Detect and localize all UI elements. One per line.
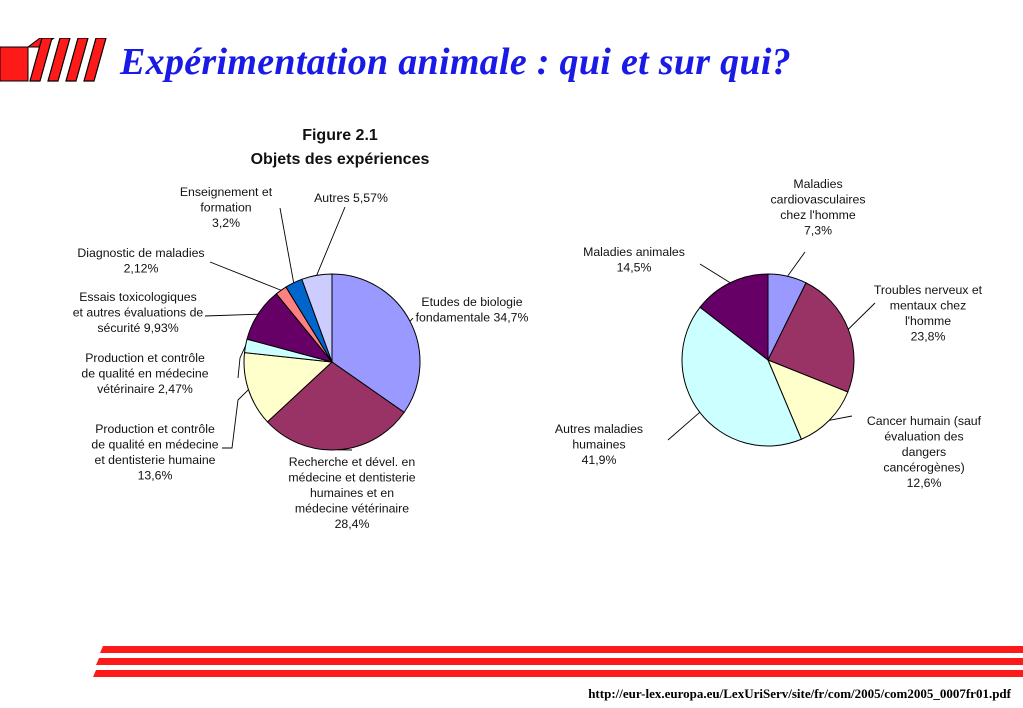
- pie-chart-maladies: Maladies cardiovasculaires chez l'homme 7,3…: [555, 177, 983, 490]
- figure-label: Figure 2.1: [302, 127, 378, 144]
- pie-slice: [699, 273, 769, 362]
- slice-label: Cancer humain (sauf évaluation des dangers…: [867, 414, 982, 490]
- pie-slice: [767, 282, 855, 393]
- slice-label: Recherche et dével. en médecine et dentis…: [288, 455, 415, 531]
- pie-chart-objets: Etudes de biologie fondamentale 34,7% Rech…: [73, 185, 529, 531]
- leader-line: [209, 261, 282, 291]
- leader-line: [204, 313, 259, 317]
- leader-line: [316, 206, 346, 276]
- slice-label: Diagnostic de maladies 2,12%: [77, 246, 204, 276]
- pie-slice: [331, 273, 421, 414]
- leader-line: [847, 302, 876, 330]
- source-url: http://eur-lex.europa.eu/LexUriServ/site…: [588, 686, 1011, 701]
- slide-title: Expérimentation animale : qui et sur qui…: [120, 41, 792, 83]
- slice-label: Troubles nerveux et mentaux chez l'homme 23…: [874, 283, 983, 344]
- pie-charts: Etudes de biologie fondamentale 34,7% Rech…: [73, 177, 983, 531]
- slice-label: Autres maladies humaines 41,9%: [555, 422, 643, 467]
- slice-label: Maladies cardiovasculaires chez l'homme 7,3…: [770, 177, 865, 238]
- leader-line: [787, 251, 806, 277]
- leader-line: [409, 317, 414, 322]
- leader-line: [829, 415, 853, 421]
- pie-slice: [243, 352, 334, 423]
- logo-stripes-icon: [0, 38, 107, 82]
- pie-slice: [301, 273, 333, 363]
- pie-slice: [767, 359, 849, 440]
- slice-label: Enseignement et formation 3,2%: [180, 185, 273, 230]
- slice-label: Autres 5,57%: [314, 191, 388, 205]
- leader-line: [667, 412, 701, 441]
- leader-line: [237, 345, 246, 379]
- slice-label: Etudes de biologie fondamentale 34,7%: [416, 295, 529, 325]
- pie-slice: [266, 361, 405, 451]
- leader-line: [699, 263, 731, 284]
- footer-stripes: [93, 646, 1023, 677]
- slice-label: Maladies animales 14,5%: [583, 245, 685, 275]
- leader-line: [279, 207, 295, 283]
- slice-label: Production et contrôle de qualité en méde…: [91, 422, 218, 483]
- slice-label: Essais toxicologiques et autres évaluatio…: [73, 290, 204, 335]
- leader-line: [222, 389, 249, 449]
- figure-title: Objets des expériences: [250, 151, 430, 168]
- slice-label: Production et contrôle de qualité en méde…: [81, 351, 208, 396]
